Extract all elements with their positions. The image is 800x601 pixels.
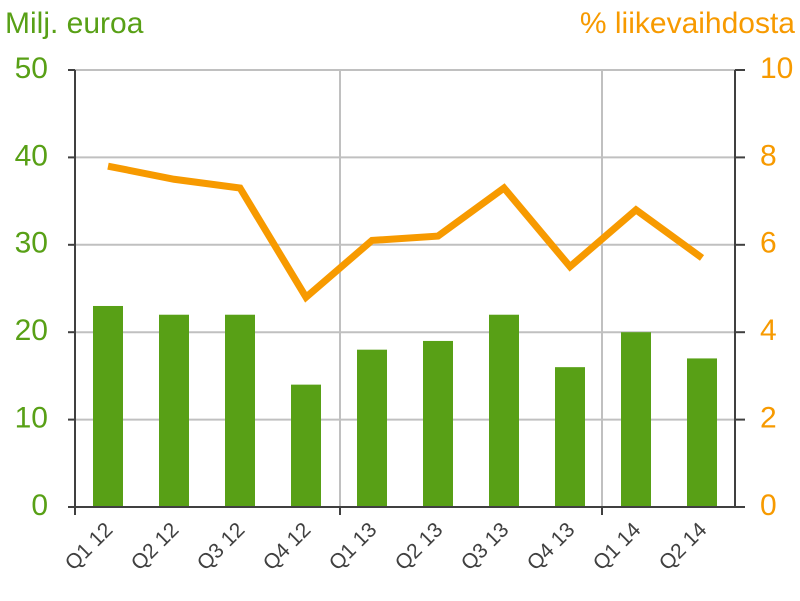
bar <box>489 314 519 507</box>
x-tick-label: Q2 13 <box>391 518 448 575</box>
x-tick-label: Q2 12 <box>127 518 184 575</box>
y-tick-label: 0 <box>31 489 48 522</box>
y2-tick-label: 8 <box>760 139 777 172</box>
bar <box>159 314 189 507</box>
bar <box>621 332 651 507</box>
y2-tick-label: 10 <box>760 52 793 85</box>
y-tick-label: 30 <box>15 227 48 260</box>
y-tick-label: 40 <box>15 139 48 172</box>
x-tick-label: Q3 13 <box>457 518 514 575</box>
y2-tick-label: 6 <box>760 227 777 260</box>
y-tick-label: 10 <box>15 402 48 435</box>
x-tick-label: Q1 14 <box>589 518 646 575</box>
bar <box>687 358 717 507</box>
y-axis-label: Milj. euroa <box>5 7 144 40</box>
bar <box>225 314 255 507</box>
x-tick-label: Q4 12 <box>259 518 316 575</box>
y2-tick-label: 0 <box>760 489 777 522</box>
x-tick-label: Q4 13 <box>523 518 580 575</box>
x-tick-label: Q3 12 <box>193 518 250 575</box>
bar <box>291 384 321 507</box>
y2-tick-label: 4 <box>760 314 777 347</box>
y-tick-label: 50 <box>15 52 48 85</box>
bar <box>357 349 387 507</box>
y2-tick-label: 2 <box>760 402 777 435</box>
y-tick-label: 20 <box>15 314 48 347</box>
y2-axis-label: % liikevaihdosta <box>580 7 795 40</box>
bar <box>555 367 585 507</box>
bar <box>423 340 453 507</box>
x-tick-label: Q1 12 <box>61 518 118 575</box>
bar <box>93 305 123 507</box>
x-tick-label: Q1 13 <box>325 518 382 575</box>
x-tick-label: Q2 14 <box>655 518 712 575</box>
line <box>107 162 705 303</box>
